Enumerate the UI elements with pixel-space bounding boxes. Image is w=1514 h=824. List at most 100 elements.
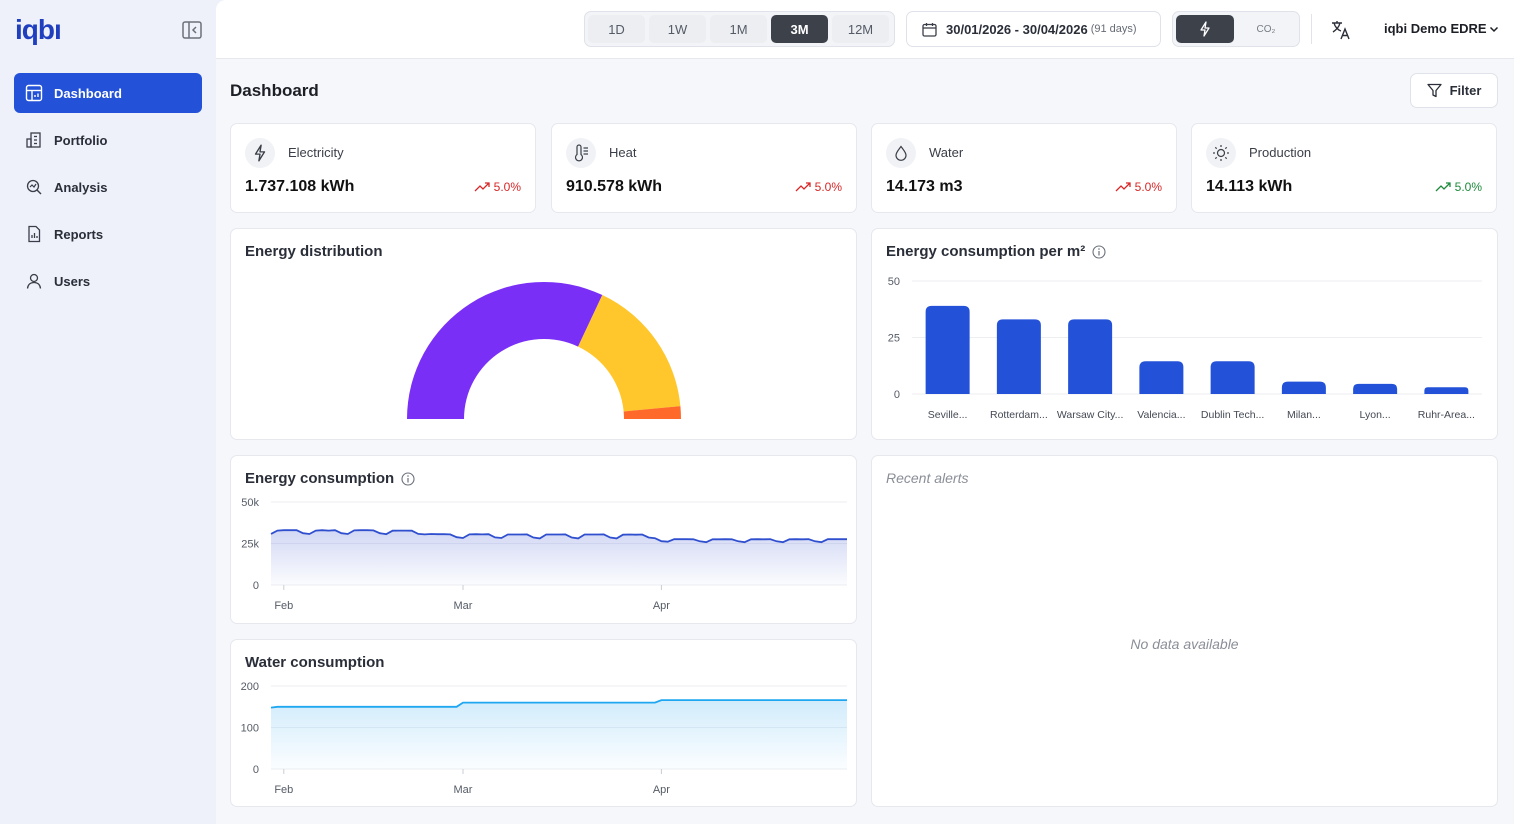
card-title-text: Energy consumption per m² xyxy=(886,243,1086,260)
bar[interactable] xyxy=(1424,387,1469,394)
y-tick-label: 50k xyxy=(241,497,259,509)
range-1m-button[interactable]: 1M xyxy=(710,15,767,43)
y-tick-label: 100 xyxy=(241,723,259,735)
kpi-icon-wrap xyxy=(886,138,916,168)
bar[interactable] xyxy=(925,305,970,394)
card-title: Energy distribution xyxy=(245,243,383,260)
account-menu[interactable]: iqbi Demo EDRE xyxy=(1384,21,1499,36)
thermometer-icon xyxy=(574,144,588,162)
energy-consumption-chart: 0 25k 50k Feb Mar Apr xyxy=(241,497,847,612)
bolt-icon xyxy=(254,144,266,162)
kpi-label: Heat xyxy=(609,145,637,160)
trend-up-icon xyxy=(474,182,490,192)
energy-distribution-card: Energy distribution xyxy=(230,228,857,440)
range-1d-button[interactable]: 1D xyxy=(588,15,645,43)
x-tick-label: Seville... xyxy=(928,409,968,421)
x-tick-label: Apr xyxy=(653,600,670,612)
range-3m-button[interactable]: 3M xyxy=(771,15,828,43)
series-line[interactable] xyxy=(270,699,847,709)
gauge-slice-0[interactable] xyxy=(407,282,603,419)
trend-up-icon xyxy=(1435,182,1451,192)
bar[interactable] xyxy=(1281,381,1326,394)
y-tick-label: 0 xyxy=(253,580,259,592)
trend-up-icon xyxy=(1115,182,1131,192)
bar[interactable] xyxy=(1068,319,1113,394)
info-icon[interactable] xyxy=(401,471,415,486)
main-content: 1D 1W 1M 3M 12M 30/01/2026 - 30/04/2026 … xyxy=(216,0,1514,824)
x-tick-label: Dublin Tech... xyxy=(1201,409,1264,421)
energy-metric-button[interactable] xyxy=(1176,15,1234,43)
date-range-text: 30/01/2026 - 30/04/2026 xyxy=(946,21,1088,37)
filter-label: Filter xyxy=(1449,83,1482,98)
droplet-icon xyxy=(895,145,907,161)
energy-distribution-chart xyxy=(407,282,681,419)
bar[interactable] xyxy=(1353,383,1398,394)
y-tick-label: 50 xyxy=(888,276,900,288)
kpi-card-production: Production 14.113 kWh 5.0% xyxy=(1191,123,1497,213)
energy-consumption-card: Energy consumption 0 25k 50k Feb Mar Apr xyxy=(230,455,857,624)
energy-per-m2-card: Energy consumption per m² 0 25 50 Seville..… xyxy=(871,228,1498,440)
x-tick-label: Mar xyxy=(454,784,473,796)
x-tick-label: Feb xyxy=(274,600,293,612)
sidebar-item-label: Portfolio xyxy=(54,132,108,148)
filter-button[interactable]: Filter xyxy=(1410,73,1498,108)
buildings-icon xyxy=(26,132,41,148)
recent-alerts-card: Recent alerts No data available xyxy=(871,455,1498,807)
y-tick-label: 200 xyxy=(241,681,259,693)
sidebar-item-analysis[interactable]: Analysis xyxy=(14,167,202,207)
date-range-days: (91 days) xyxy=(1090,23,1137,35)
sidebar-item-reports[interactable]: Reports xyxy=(14,214,202,254)
bolt-icon xyxy=(1200,21,1210,37)
bar[interactable] xyxy=(996,319,1041,394)
collapse-sidebar-icon[interactable] xyxy=(182,21,202,39)
kpi-trend: 5.0% xyxy=(474,180,521,194)
sidebar-item-dashboard[interactable]: Dashboard xyxy=(14,73,202,113)
gauge-slice-2[interactable] xyxy=(623,406,681,419)
area-fill xyxy=(271,700,847,769)
water-consumption-chart: 0 100 200 Feb Mar Apr xyxy=(241,681,847,796)
translate-icon[interactable] xyxy=(1330,19,1352,41)
calendar-icon xyxy=(922,22,937,37)
kpi-icon-wrap xyxy=(245,138,275,168)
date-range-picker[interactable]: 30/01/2026 - 30/04/2026 (91 days) xyxy=(906,11,1161,47)
card-title: Energy consumption xyxy=(245,470,415,487)
analysis-icon xyxy=(26,179,42,195)
report-icon xyxy=(28,225,41,243)
y-tick-label: 25k xyxy=(241,539,259,551)
x-tick-label: Warsaw City... xyxy=(1057,409,1124,421)
kpi-label: Water xyxy=(929,145,964,160)
kpi-card-electricity: Electricity 1.737.108 kWh 5.0% xyxy=(230,123,536,213)
series-line[interactable] xyxy=(270,529,847,544)
x-tick-label: Rotterdam... xyxy=(990,409,1048,421)
card-title: Energy consumption per m² xyxy=(886,243,1106,260)
x-tick-label: Mar xyxy=(454,600,473,612)
kpi-label: Production xyxy=(1249,145,1312,160)
kpi-card-water: Water 14.173 m3 5.0% xyxy=(871,123,1177,213)
range-1w-button[interactable]: 1W xyxy=(649,15,706,43)
range-12m-button[interactable]: 12M xyxy=(832,15,889,43)
kpi-label: Electricity xyxy=(288,145,344,160)
x-tick-label: Feb xyxy=(274,784,293,796)
energy-per-m2-chart: 0 25 50 Seville... Rotterdam... Warsaw City..… xyxy=(888,276,1482,421)
sun-icon xyxy=(1213,145,1229,161)
bar[interactable] xyxy=(1139,361,1184,394)
gauge-slice-1[interactable] xyxy=(578,295,681,412)
logo[interactable]: iqbı xyxy=(15,14,62,45)
chevron-down-icon xyxy=(1489,26,1498,32)
sidebar-item-label: Users xyxy=(54,273,91,289)
info-icon[interactable] xyxy=(1092,244,1106,259)
kpi-icon-wrap xyxy=(566,138,596,168)
co2-metric-button[interactable]: CO₂ xyxy=(1256,23,1276,35)
kpi-trend-value: 5.0% xyxy=(493,180,521,194)
metric-toggle: CO₂ xyxy=(1172,11,1300,47)
sidebar-item-users[interactable]: Users xyxy=(14,261,202,301)
y-tick-label: 25 xyxy=(888,333,900,345)
kpi-trend: 5.0% xyxy=(795,180,842,194)
dashboard-icon xyxy=(25,84,43,102)
sidebar-item-portfolio[interactable]: Portfolio xyxy=(14,120,202,160)
kpi-value: 1.737.108 kWh xyxy=(245,178,355,195)
y-tick-label: 0 xyxy=(894,389,900,401)
bar[interactable] xyxy=(1210,361,1255,394)
topbar-divider xyxy=(1311,14,1312,44)
sidebar: iqbı Dashboard Portfolio Analysis Report… xyxy=(0,0,216,824)
